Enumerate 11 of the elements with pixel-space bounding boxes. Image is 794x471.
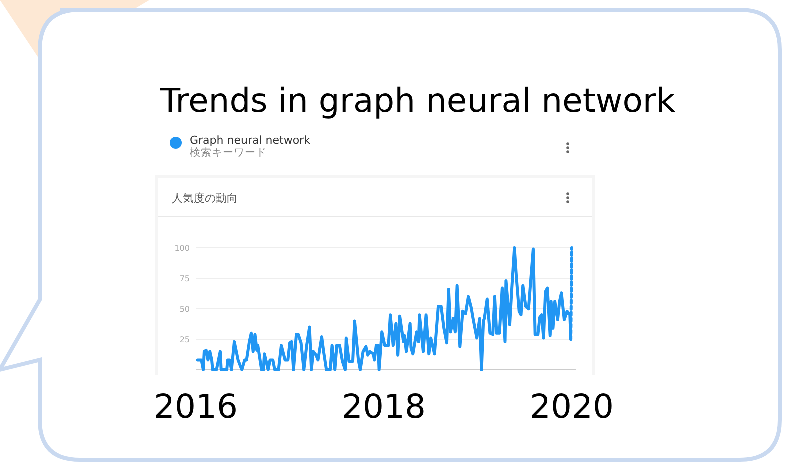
y-tick-label: 75	[180, 274, 190, 284]
chart-subtitle: 人気度の動向	[172, 192, 238, 205]
x-tick-label: 2016	[154, 387, 238, 426]
legend-title: 検索キーワード	[190, 146, 267, 159]
y-tick-label: 25	[180, 335, 190, 344]
chart-title: Trends in graph neural network	[159, 81, 677, 120]
x-tick-label: 2020	[530, 387, 614, 426]
x-tick-label: 2018	[342, 387, 426, 426]
legend-label: Graph neural network	[190, 134, 312, 148]
y-tick-label: 100	[174, 244, 190, 253]
y-tick-label: 50	[180, 304, 190, 314]
